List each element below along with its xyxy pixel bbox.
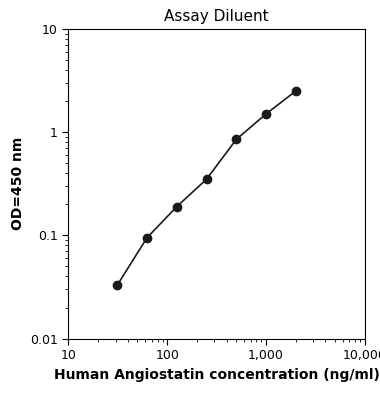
X-axis label: Human Angiostatin concentration (ng/ml): Human Angiostatin concentration (ng/ml) [54,368,380,382]
Title: Assay Diluent: Assay Diluent [164,9,269,24]
Y-axis label: OD=450 nm: OD=450 nm [11,137,25,230]
